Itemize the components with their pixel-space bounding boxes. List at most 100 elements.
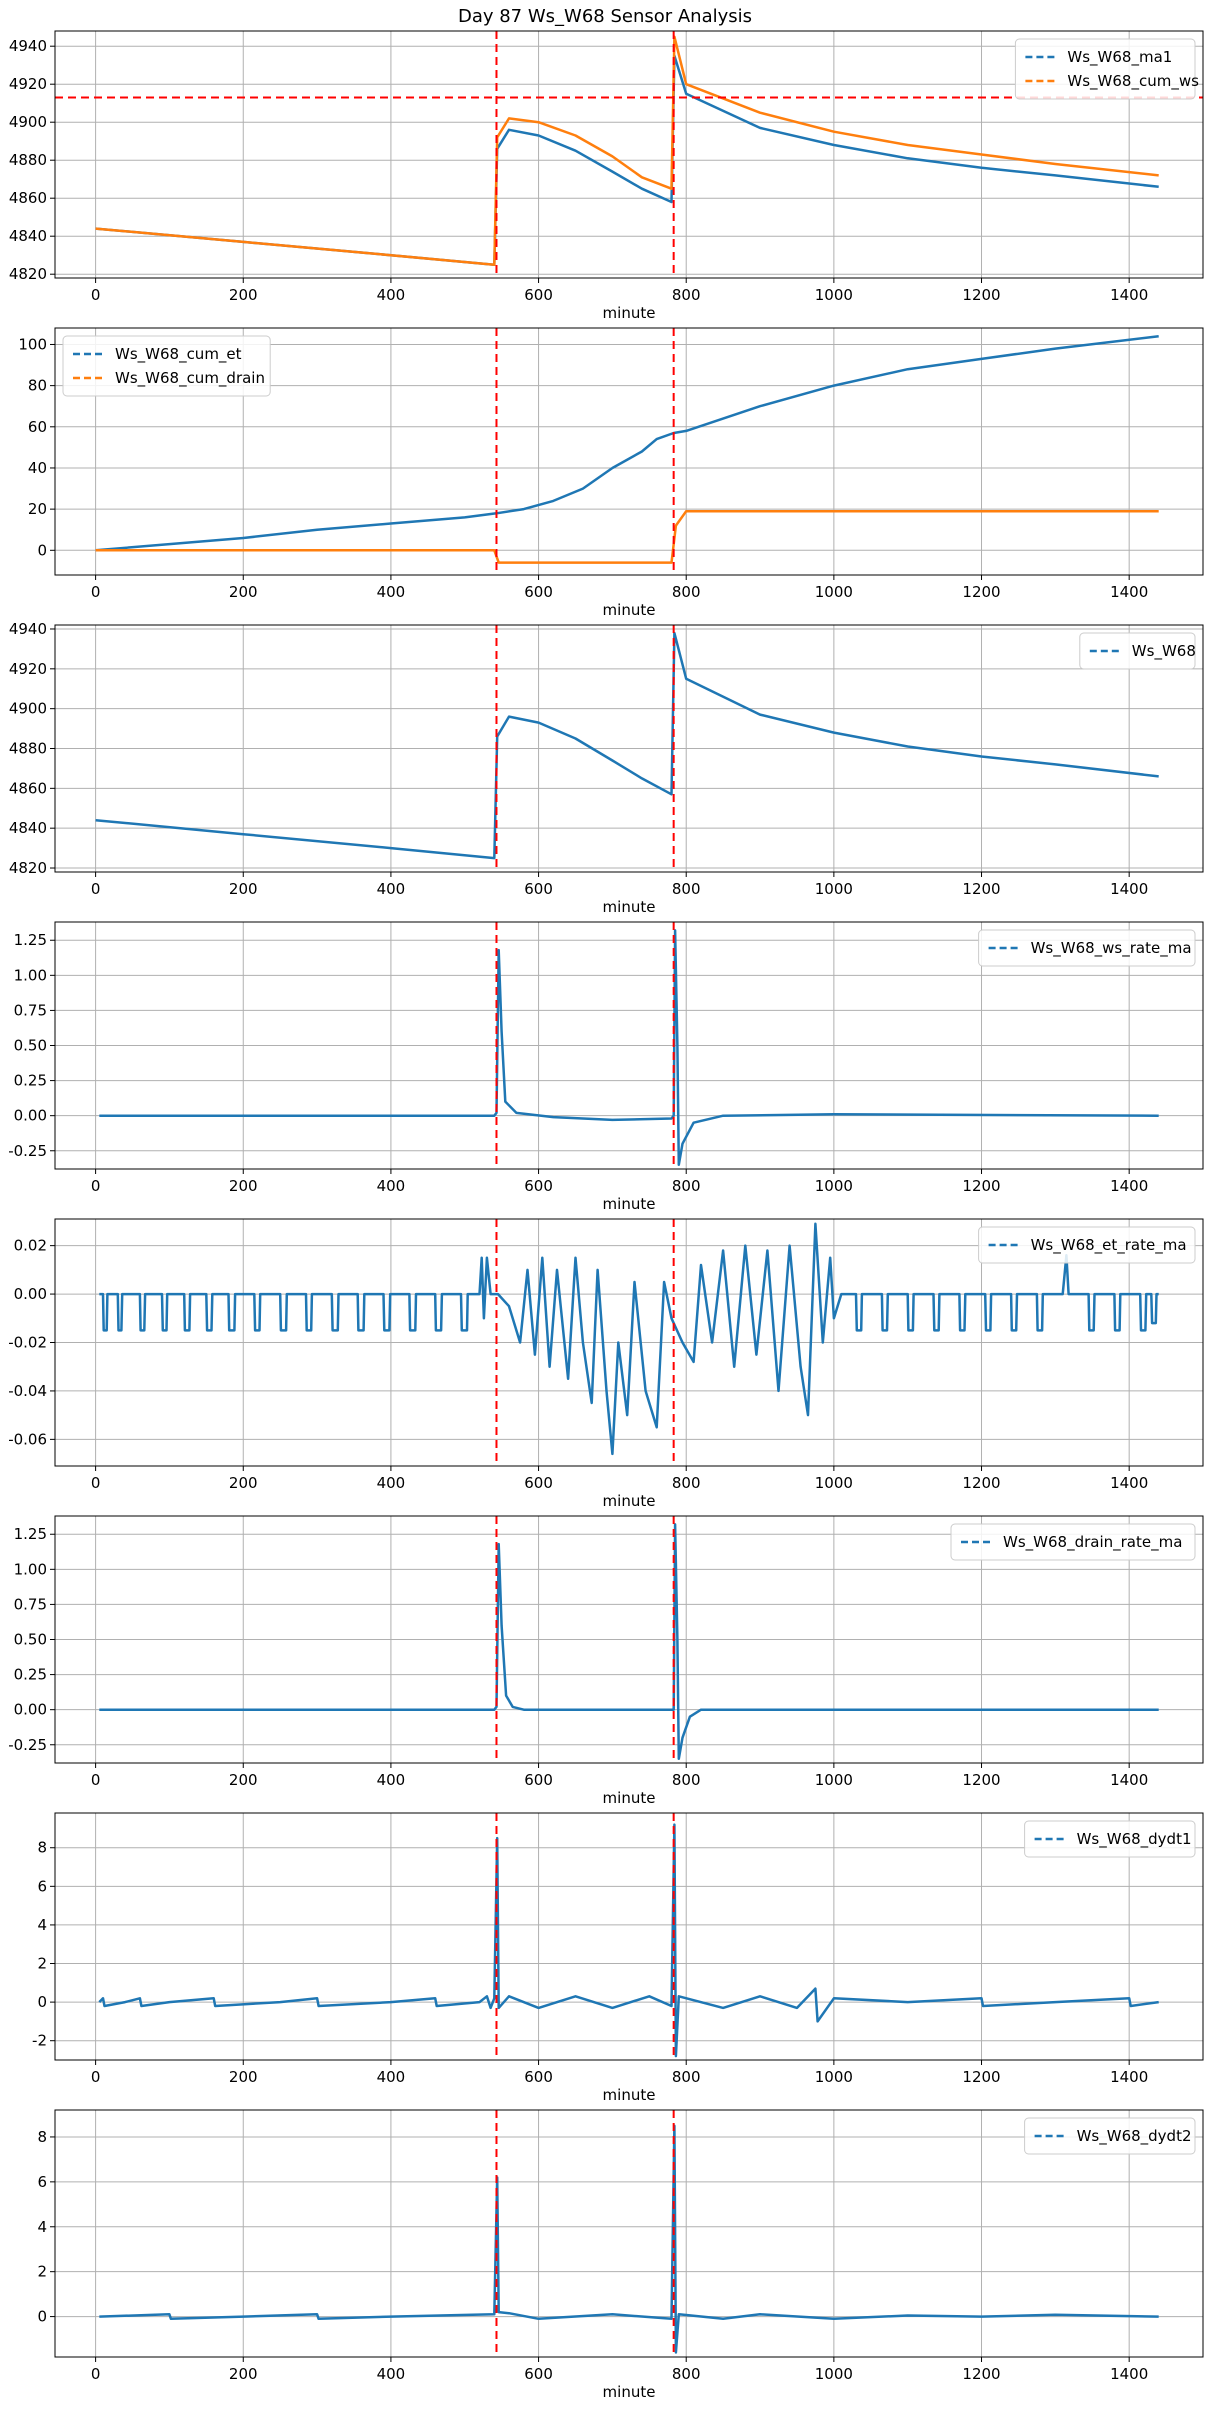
series-group (95, 625, 1159, 872)
x-tick-label: 400 (377, 880, 406, 898)
x-tick-label: 1200 (962, 1771, 1000, 1789)
x-tick-label: 600 (524, 583, 553, 601)
x-axis-label: minute (603, 2086, 656, 2104)
x-tick-label: 800 (672, 286, 701, 304)
x-tick-label: 1400 (1110, 2365, 1148, 2383)
x-tick-label: 400 (377, 2365, 406, 2383)
x-axis-label: minute (603, 898, 656, 916)
legend-box (62, 335, 271, 397)
x-tick-label: 200 (229, 2365, 258, 2383)
legend-label: Ws_W68 (1132, 642, 1196, 661)
legend: Ws_W68_et_rate_ma (978, 1226, 1196, 1264)
y-tick-label: 4920 (9, 660, 47, 678)
y-tick-label: 0.00 (14, 1285, 47, 1303)
x-tick-label: 0 (91, 1177, 101, 1195)
x-axis-label: minute (603, 1195, 656, 1213)
x-tick-label: 1000 (815, 1177, 853, 1195)
x-tick-label: 1000 (815, 1771, 853, 1789)
x-tick-label: 600 (524, 1177, 553, 1195)
legend: Ws_W68_drain_rate_ma (950, 1523, 1196, 1561)
y-tick-label: 4940 (9, 620, 47, 638)
y-tick-label: 4860 (9, 189, 47, 207)
y-tick-label: -0.02 (8, 1334, 47, 1352)
y-tick-label: 4820 (9, 265, 47, 283)
x-tick-label: 800 (672, 583, 701, 601)
y-tick-label: 0 (37, 2308, 47, 2326)
y-tick-label: 2 (37, 2263, 47, 2281)
legend-box (950, 1523, 1196, 1561)
x-tick-label: 1200 (962, 1177, 1000, 1195)
series-group (99, 1219, 1159, 1466)
legend-label: Ws_W68_cum_et (115, 345, 242, 364)
y-tick-label: 60 (28, 418, 47, 436)
y-tick-label: 0.50 (14, 1037, 47, 1055)
x-tick-label: 0 (91, 880, 101, 898)
figure-title: Day 87 Ws_W68 Sensor Analysis (458, 6, 752, 27)
legend: Ws_W68_ws_rate_ma (978, 929, 1196, 967)
y-tick-label: 6 (37, 2173, 47, 2191)
y-tick-label: -0.04 (8, 1382, 47, 1400)
chart-panel-5: 0 200 400 600 800 1000 1200 1400 -0.06 -0.04 -0.02… (8, 1218, 1204, 1510)
chart-panel-2: 0 200 400 600 800 1000 1200 1400 0 20 40 60 80 100 min… (18, 327, 1204, 619)
y-tick-label: -0.06 (8, 1430, 47, 1448)
x-tick-label: 1200 (962, 2365, 1000, 2383)
series-line-Ws_W68_ws_rate_ma (99, 929, 1159, 1167)
x-tick-label: 1400 (1110, 583, 1148, 601)
x-tick-label: 1400 (1110, 1771, 1148, 1789)
panels: 0 200 400 600 800 1000 1200 1400482048404860488… (8, 30, 1204, 2401)
y-tick-label: 1.00 (14, 1560, 47, 1578)
x-tick-label: 1400 (1110, 1177, 1148, 1195)
x-tick-label: 600 (524, 880, 553, 898)
x-tick-label: 0 (91, 2068, 101, 2086)
y-tick-label: 40 (28, 459, 47, 477)
y-tick-label: -0.25 (8, 1736, 47, 1754)
x-tick-label: 400 (377, 2068, 406, 2086)
y-tick-label: 1.00 (14, 966, 47, 984)
legend-box (1024, 2117, 1196, 2155)
y-tick-label: 0 (37, 541, 47, 559)
x-axis-label: minute (603, 2383, 656, 2401)
x-tick-label: 600 (524, 2068, 553, 2086)
series-line-Ws_W68_dydt2 (99, 2124, 1159, 2354)
y-tick-label: 4900 (9, 113, 47, 131)
series-group (99, 922, 1159, 1169)
x-tick-label: 1200 (962, 286, 1000, 304)
legend-box (978, 1226, 1196, 1264)
series-line-Ws_W68_et_rate_ma (99, 1222, 1159, 1456)
x-tick-label: 400 (377, 1177, 406, 1195)
legend-label: Ws_W68_et_rate_ma (1031, 1236, 1187, 1255)
x-tick-label: 1000 (815, 2365, 853, 2383)
axes-frame (54, 2109, 1204, 2358)
x-tick-label: 200 (229, 286, 258, 304)
series-group (55, 31, 1203, 278)
x-tick-label: 600 (524, 1771, 553, 1789)
y-tick-label: -2 (32, 2032, 47, 2050)
x-tick-label: 1200 (962, 1474, 1000, 1492)
x-tick-label: 400 (377, 583, 406, 601)
chart-panel-6: 0 200 400 600 800 1000 1200 1400 -0.25 0.00 0.25 0.… (8, 1515, 1204, 1807)
series-line-Ws_W68_drain_rate_ma (99, 1523, 1159, 1761)
x-tick-label: 1000 (815, 1474, 853, 1492)
x-axis-label: minute (603, 304, 656, 322)
x-tick-label: 800 (672, 2068, 701, 2086)
x-tick-label: 0 (91, 1771, 101, 1789)
x-tick-label: 1400 (1110, 1474, 1148, 1492)
y-tick-label: 4 (37, 2218, 47, 2236)
x-tick-label: 400 (377, 286, 406, 304)
y-tick-label: 80 (28, 377, 47, 395)
series-line-Ws_W68_cum_et (95, 334, 1159, 552)
y-tick-label: 4860 (9, 779, 47, 797)
x-tick-label: 600 (524, 1474, 553, 1492)
series-line-Ws_W68 (95, 631, 1159, 860)
series-group (98, 1813, 1159, 2060)
x-tick-label: 800 (672, 1474, 701, 1492)
legend-label: Ws_W68_ma1 (1067, 48, 1172, 67)
legend-label: Ws_W68_cum_drain (115, 369, 265, 388)
y-tick-label: 2 (37, 1955, 47, 1973)
y-tick-label: 0.02 (14, 1237, 47, 1255)
y-tick-label: 1.25 (14, 931, 47, 949)
chart-panel-3: 0 200 400 600 800 1000 1200 1400 4820 4840 4860 488… (9, 620, 1204, 916)
y-tick-label: 8 (37, 1839, 47, 1857)
x-tick-label: 200 (229, 1474, 258, 1492)
